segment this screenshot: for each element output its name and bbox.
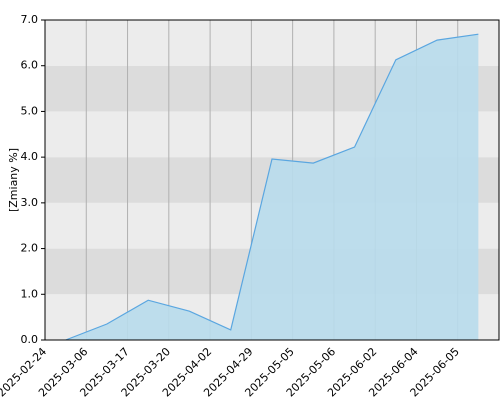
y-tick-label: 4.0 [21, 150, 39, 163]
y-tick-label: 2.0 [21, 242, 39, 255]
y-tick-label: 6.0 [21, 59, 39, 72]
y-axis-label: [Zmiany %] [7, 148, 20, 212]
y-tick-label: 5.0 [21, 104, 39, 117]
y-tick-label: 7.0 [21, 13, 39, 26]
plot-border [44, 19, 500, 341]
y-tick-label: 0.0 [21, 333, 39, 346]
area [65, 34, 479, 341]
line [65, 33, 479, 341]
y-tick-label: 3.0 [21, 196, 39, 209]
y-tick-label: 1.0 [21, 287, 39, 300]
